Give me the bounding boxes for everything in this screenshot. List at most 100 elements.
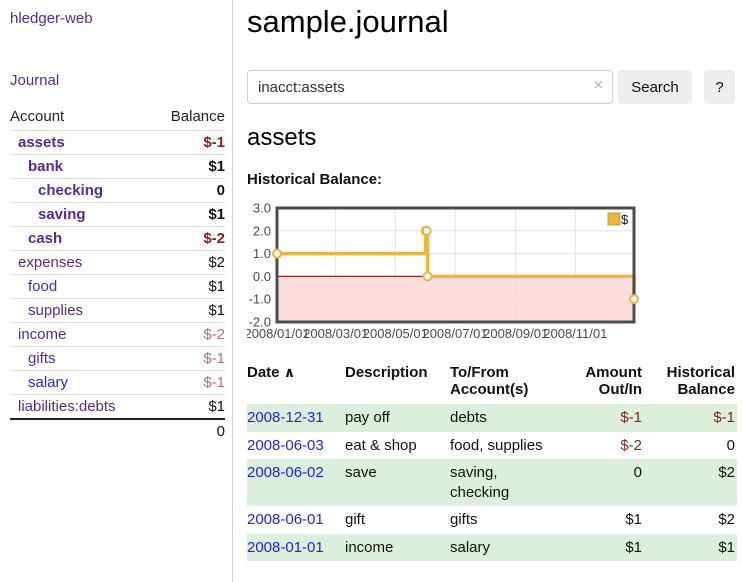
transaction-accounts: food, supplies <box>450 436 543 454</box>
account-row-saving: saving $1 <box>10 202 225 227</box>
account-link[interactable]: food <box>28 278 58 295</box>
account-row-income: income $-2 <box>10 322 225 347</box>
y-tick-label: 3.0 <box>253 201 271 216</box>
transaction-accounts: saving, checking <box>450 464 510 501</box>
accounts-table: Account Balance assets $-1 bank $1 check… <box>10 105 225 443</box>
x-tick-label: 2008/07/01 <box>422 326 487 341</box>
transaction-balance: 0 <box>726 436 735 454</box>
accounts-col-balance: Balance <box>170 108 225 125</box>
transaction-date-link[interactable]: 2008-01-01 <box>247 538 324 556</box>
y-tick-label: 1.0 <box>253 246 271 261</box>
balance-chart[interactable]: 3.0 2.0 1.0 0.0 -1.0 -2.02008/01/012008/03/01… <box>247 195 742 347</box>
transaction-balance: $2 <box>718 464 735 481</box>
transaction-description: income <box>345 538 394 556</box>
plot-border <box>275 206 636 324</box>
col-date[interactable]: Date ∧ <box>247 362 345 404</box>
accounts-header-row: Account Balance <box>10 105 225 131</box>
x-tick-label: 2008/05/01 <box>363 326 428 341</box>
transaction-amount: $1 <box>625 538 642 556</box>
transaction-date-link[interactable]: 2008-12-31 <box>247 409 324 426</box>
account-link[interactable]: gifts <box>28 350 56 367</box>
help-button[interactable]: ? <box>704 70 735 104</box>
x-tick-label: 2008/11/01 <box>543 326 607 341</box>
account-balance: $1 <box>152 202 225 227</box>
transaction-description: eat & shop <box>345 436 417 454</box>
account-heading: assets <box>247 124 317 151</box>
account-link[interactable]: salary <box>28 374 69 391</box>
col-historical-balance: Historical Balance <box>666 364 735 398</box>
transaction-description: gift <box>345 511 366 528</box>
search-form: × Search ? <box>247 70 742 104</box>
legend-label: $ <box>621 212 629 227</box>
account-link[interactable]: saving <box>38 206 86 223</box>
transaction-amount: $-1 <box>620 409 642 426</box>
y-tick-label: -1.0 <box>249 292 271 307</box>
x-tick-label: 2008/01/01 <box>247 326 310 341</box>
y-tick-label: 0.0 <box>253 269 271 284</box>
account-row-salary: salary $-1 <box>10 370 225 395</box>
nav-journal-link[interactable]: Journal <box>10 72 60 89</box>
clear-search-icon[interactable]: × <box>593 77 603 94</box>
page-title: sample.journal <box>247 4 449 39</box>
transaction-accounts: gifts <box>450 511 478 528</box>
account-row-liabilities-debts: liabilities:debts $1 <box>10 394 225 419</box>
account-balance: $-2 <box>152 322 225 347</box>
account-row-gifts: gifts $-1 <box>10 346 225 371</box>
col-accounts: To/From Account(s) <box>450 364 529 398</box>
account-link[interactable]: assets <box>18 134 65 151</box>
account-balance: $2 <box>152 250 225 275</box>
account-balance: $1 <box>152 298 225 323</box>
search-button[interactable]: Search <box>618 70 692 104</box>
account-balance: $-1 <box>152 130 225 155</box>
register-header-row: Date ∧ Description To/From Account(s) Am… <box>247 362 737 404</box>
col-date-label: Date <box>247 364 280 381</box>
col-amount: Amount Out/In <box>585 364 642 398</box>
y-tick-label: 2.0 <box>253 223 271 238</box>
chart-title: Historical Balance: <box>247 171 383 188</box>
sidebar: hledger-web Journal Account Balance asse… <box>0 0 233 582</box>
account-link[interactable]: supplies <box>28 302 84 319</box>
transaction-date-link[interactable]: 2008-06-01 <box>247 511 324 528</box>
main-content: sample.journal × Search ? assets Histori… <box>247 0 742 582</box>
sort-asc-icon: ∧ <box>283 364 296 380</box>
account-row-food: food $1 <box>10 274 225 299</box>
register-row: 2008-12-31 pay off debts $-1 $-1 <box>247 404 737 432</box>
transaction-accounts: debts <box>450 409 487 426</box>
account-link[interactable]: checking <box>38 182 104 199</box>
transaction-date-link[interactable]: 2008-06-02 <box>247 464 324 481</box>
register-row: 2008-06-01 gift gifts $1 $2 <box>247 506 737 534</box>
transaction-amount: $1 <box>625 511 642 528</box>
account-link[interactable]: bank <box>28 158 64 175</box>
account-row-checking: checking 0 <box>10 178 225 203</box>
data-point <box>421 225 432 236</box>
account-balance: $-1 <box>152 346 225 371</box>
search-input[interactable] <box>247 70 613 104</box>
data-point <box>272 248 282 259</box>
accounts-total-balance: 0 <box>152 418 225 443</box>
y-tick-label: -2.0 <box>249 315 271 330</box>
account-link[interactable]: expenses <box>18 254 83 271</box>
account-balance: $1 <box>152 154 225 179</box>
legend-swatch <box>607 212 621 226</box>
register-table: Date ∧ Description To/From Account(s) Am… <box>247 362 737 561</box>
transaction-balance: $1 <box>718 538 735 556</box>
x-tick-label: 2008/09/01 <box>483 326 548 341</box>
account-balance: $1 <box>152 274 225 299</box>
accounts-col-account: Account <box>10 108 65 125</box>
account-row-supplies: supplies $1 <box>10 298 225 323</box>
transaction-balance: $2 <box>718 511 735 528</box>
account-link[interactable]: income <box>18 326 67 343</box>
transaction-balance: $-1 <box>713 409 735 426</box>
account-link[interactable]: liabilities:debts <box>18 398 116 415</box>
data-point <box>422 271 433 282</box>
app-title[interactable]: hledger-web <box>10 10 93 27</box>
transaction-amount: 0 <box>633 464 642 481</box>
account-row-bank: bank $1 <box>10 154 225 179</box>
account-link[interactable]: cash <box>28 230 63 247</box>
account-balance: $-2 <box>152 226 225 251</box>
transaction-accounts: salary <box>450 538 491 556</box>
account-balance: $1 <box>152 394 225 419</box>
register-row: 2008-06-03 eat & shop food, supplies $-2… <box>247 432 737 460</box>
transaction-date-link[interactable]: 2008-06-03 <box>247 436 324 454</box>
data-point <box>629 294 639 305</box>
